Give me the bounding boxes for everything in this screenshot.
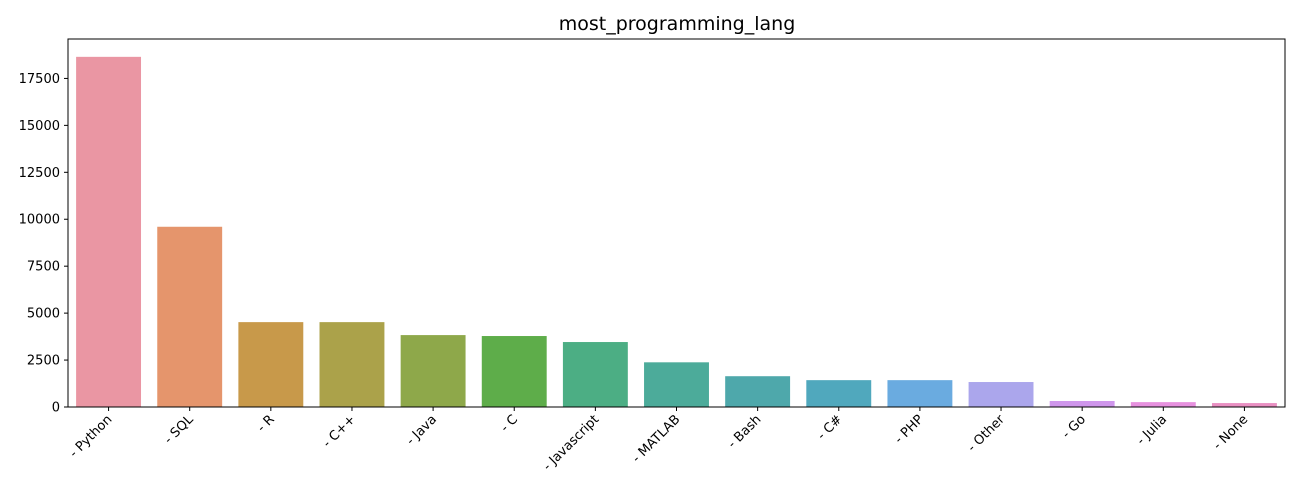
x-tick-label: - Other bbox=[965, 412, 1008, 455]
x-tick-label: - R bbox=[254, 412, 277, 435]
y-tick-label: 0 bbox=[52, 401, 60, 416]
x-axis: - Python - SQL - R - C++ - Java - C - Javascri… bbox=[67, 407, 1251, 474]
x-tick-label: - Python bbox=[67, 412, 116, 461]
x-tick-label: - Julia bbox=[1134, 412, 1170, 448]
x-tick-label: - PHP bbox=[892, 412, 927, 447]
bar-csharp bbox=[806, 380, 872, 407]
bar-bash bbox=[725, 376, 791, 407]
bars-group bbox=[76, 56, 1277, 408]
bar-sql bbox=[157, 226, 223, 407]
x-tick-label: - C# bbox=[815, 412, 846, 443]
bar-go bbox=[1049, 400, 1115, 407]
bar-julia bbox=[1130, 402, 1196, 407]
x-tick-label: - Bash bbox=[725, 412, 764, 451]
bar-cplusplus bbox=[319, 322, 385, 407]
y-tick-label: 2500 bbox=[27, 354, 60, 369]
chart-title: most_programming_lang bbox=[559, 13, 796, 35]
bar-php bbox=[887, 380, 953, 407]
bar-c bbox=[481, 336, 547, 407]
bar-other bbox=[968, 382, 1034, 407]
y-tick-label: 5000 bbox=[27, 307, 60, 322]
x-tick-label: - Go bbox=[1059, 412, 1089, 442]
y-tick-label: 15000 bbox=[19, 119, 60, 134]
x-tick-label: - C bbox=[498, 412, 521, 435]
y-tick-label: 12500 bbox=[19, 166, 60, 181]
x-tick-label: - C++ bbox=[320, 412, 359, 451]
bar-matlab bbox=[644, 362, 709, 407]
bar-r bbox=[238, 322, 304, 407]
y-tick-label: 7500 bbox=[27, 260, 60, 275]
y-tick-label: 17500 bbox=[19, 72, 60, 87]
x-tick-label: - SQL bbox=[161, 412, 197, 448]
x-tick-label: - Javascript bbox=[540, 412, 602, 474]
x-tick-label: - MATLAB bbox=[629, 412, 683, 466]
bar-java bbox=[400, 335, 466, 407]
y-axis: 0 2500 5000 7500 10000 12500 15000 17500 bbox=[19, 72, 68, 416]
plot-frame bbox=[67, 38, 1286, 408]
bar-none bbox=[1211, 403, 1277, 407]
bar-javascript bbox=[562, 342, 628, 407]
y-tick-label: 10000 bbox=[19, 213, 60, 228]
x-tick-label: - None bbox=[1210, 412, 1251, 453]
bar-python bbox=[76, 56, 142, 408]
x-tick-label: - Java bbox=[404, 412, 440, 448]
